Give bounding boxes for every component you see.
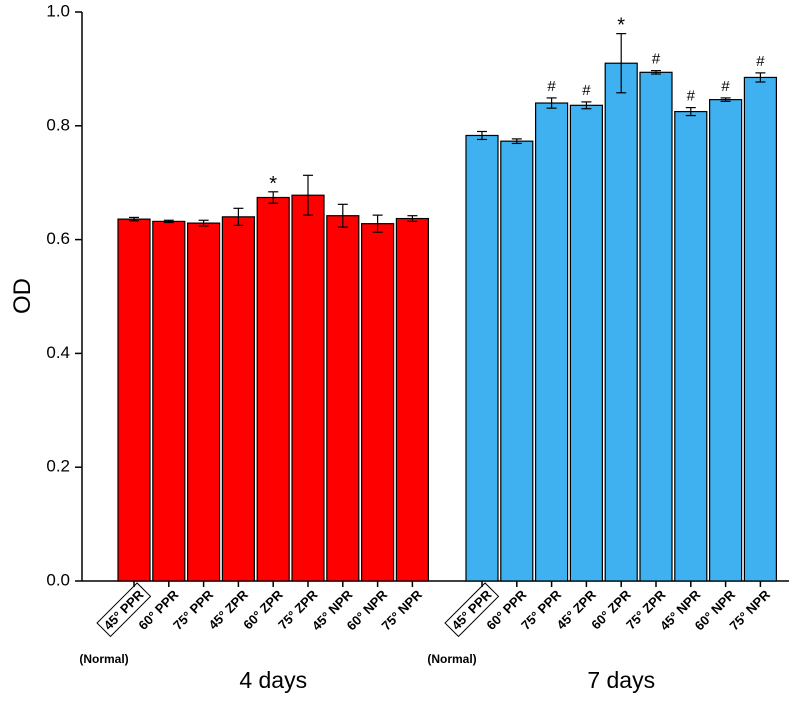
y-axis-label: OD: [9, 278, 36, 314]
significance-marker: #: [547, 78, 556, 95]
bar: [361, 223, 395, 582]
bar: [395, 217, 429, 582]
significance-marker: #: [721, 78, 730, 95]
bar: [291, 194, 325, 582]
y-tick-label: 0.6: [46, 229, 70, 248]
bar: [256, 196, 290, 582]
y-tick-label: 1.0: [46, 1, 70, 20]
bar: [604, 62, 638, 582]
bar: [743, 76, 778, 582]
group-label: 7 days: [587, 667, 655, 693]
bar: [569, 104, 604, 582]
category-box: [444, 582, 500, 638]
y-tick-label: 0.8: [46, 115, 70, 134]
significance-marker: #: [756, 53, 765, 70]
bar: [500, 140, 534, 582]
significance-marker: #: [687, 88, 696, 105]
y-tick-label: 0.4: [46, 343, 70, 362]
bar: [326, 215, 360, 582]
category-box: [96, 582, 152, 638]
bar: [187, 222, 221, 582]
bar: [221, 216, 255, 582]
normal-note: (Normal): [427, 652, 476, 666]
group-label: 4 days: [239, 667, 307, 693]
bar: [708, 99, 743, 582]
bar: [639, 71, 673, 582]
significance-marker: *: [617, 15, 625, 37]
y-tick-label: 0.0: [46, 570, 70, 589]
y-tick-label: 0.2: [46, 457, 70, 476]
bar: [674, 110, 708, 582]
bar: [152, 220, 186, 582]
significance-marker: #: [652, 51, 661, 68]
bar: [465, 134, 499, 582]
normal-note: (Normal): [79, 652, 128, 666]
bar: [534, 102, 569, 582]
significance-marker: *: [269, 173, 277, 195]
bar: [117, 218, 151, 582]
significance-marker: #: [582, 82, 591, 99]
